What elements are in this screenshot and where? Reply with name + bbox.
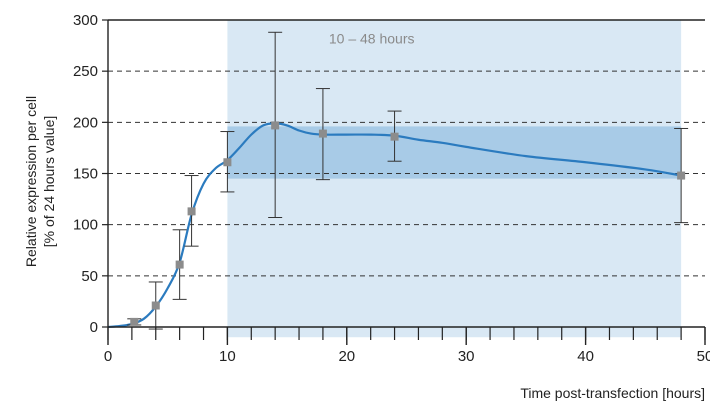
x-tick-label-10: 10 bbox=[219, 348, 236, 365]
y-tick-label-200: 200 bbox=[73, 114, 98, 131]
y-axis-title-line2: [% of 24 hours value] bbox=[41, 116, 57, 248]
x-tick-label-20: 20 bbox=[338, 348, 355, 365]
y-tick-label-100: 100 bbox=[73, 217, 98, 234]
y-tick-label-150: 150 bbox=[73, 166, 98, 183]
y-tick-label-300: 300 bbox=[73, 12, 98, 29]
data-point-3 bbox=[187, 207, 196, 216]
data-point-4 bbox=[223, 158, 232, 167]
x-tick-label-40: 40 bbox=[577, 348, 594, 365]
x-tick-label-50: 50 bbox=[697, 348, 710, 365]
data-point-0 bbox=[130, 317, 139, 326]
data-point-1 bbox=[151, 301, 160, 310]
data-point-8 bbox=[677, 171, 686, 180]
y-tick-label-250: 250 bbox=[73, 63, 98, 80]
data-point-6 bbox=[318, 129, 327, 138]
y-tick-label-50: 50 bbox=[81, 268, 98, 285]
y-axis-title-line1: Relative expression per cell bbox=[23, 96, 39, 267]
x-axis-title: Time post-transfection [hours] bbox=[520, 385, 705, 401]
data-point-2 bbox=[175, 260, 184, 269]
y-tick-label-0: 0 bbox=[90, 319, 98, 336]
data-point-7 bbox=[390, 132, 399, 141]
data-point-5 bbox=[271, 121, 280, 130]
x-tick-label-0: 0 bbox=[104, 348, 112, 365]
x-tick-label-30: 30 bbox=[458, 348, 475, 365]
window-annotation: 10 – 48 hours bbox=[329, 30, 415, 46]
plateau-band bbox=[227, 126, 682, 179]
